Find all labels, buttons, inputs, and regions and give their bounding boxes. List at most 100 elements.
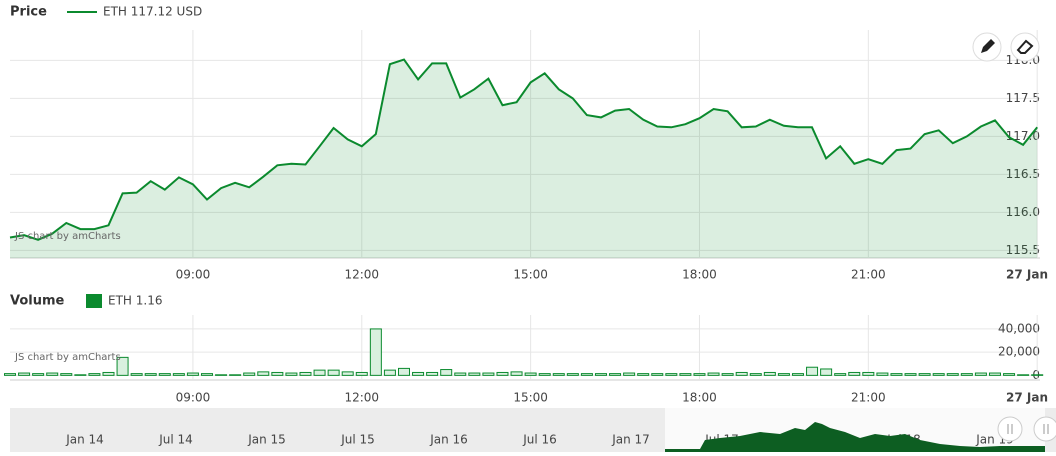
scroll-handle-right[interactable] bbox=[1033, 416, 1056, 442]
volume-bar bbox=[932, 373, 945, 376]
navigator-label: Jan 14 bbox=[65, 433, 104, 447]
volume-bar bbox=[426, 371, 439, 376]
volume-bar bbox=[341, 371, 354, 376]
credits: JS chart by amCharts bbox=[14, 231, 121, 242]
chart-panel: Price ETH 117.12 USD115.5116.0116.5117.01… bbox=[9, 5, 1048, 282]
volume-bar bbox=[693, 373, 706, 376]
volume-bar bbox=[1017, 374, 1030, 376]
navigator-area bbox=[665, 422, 1045, 452]
volume-bar bbox=[791, 373, 804, 376]
legend-label: ETH 117.12 USD bbox=[103, 5, 202, 19]
navigator-label: Jan 17 bbox=[611, 433, 650, 447]
y-tick-label: 116.0 bbox=[1006, 205, 1040, 219]
volume-bar bbox=[834, 373, 847, 376]
area-fill bbox=[10, 59, 1038, 258]
volume-bar bbox=[158, 373, 171, 376]
volume-bar bbox=[243, 372, 256, 376]
volume-bar bbox=[482, 372, 495, 376]
volume-bar bbox=[777, 373, 790, 376]
volume-bar bbox=[369, 328, 382, 376]
y-tick-label: 116.5 bbox=[1006, 167, 1040, 181]
volume-bar bbox=[144, 373, 157, 376]
volume-bar bbox=[890, 373, 903, 376]
volume-bar bbox=[679, 373, 692, 376]
x-tick-label: 27 Jan bbox=[1006, 391, 1048, 405]
x-tick-label: 15:00 bbox=[513, 391, 548, 405]
volume-bar bbox=[200, 373, 213, 376]
volume-bar bbox=[313, 369, 326, 376]
volume-bar bbox=[215, 374, 228, 376]
volume-bar bbox=[285, 372, 298, 376]
volume-bar bbox=[1003, 373, 1016, 376]
chart-title: Volume bbox=[10, 294, 65, 309]
volume-bar bbox=[468, 372, 481, 376]
volume-bar bbox=[862, 371, 875, 376]
x-tick-label: 18:00 bbox=[682, 268, 717, 282]
navigator-label: Jan 16 bbox=[429, 433, 468, 447]
volume-bar bbox=[271, 371, 284, 376]
draw-button[interactable] bbox=[972, 32, 1002, 62]
credits: JS chart by amCharts bbox=[14, 352, 121, 363]
volume-bar bbox=[355, 371, 368, 376]
x-tick-label: 12:00 bbox=[344, 268, 379, 282]
price-line bbox=[9, 58, 1038, 241]
volume-bar bbox=[102, 371, 115, 376]
y-tick-label: 115.5 bbox=[1006, 243, 1040, 257]
x-tick-label: 15:00 bbox=[513, 268, 548, 282]
volume-bar bbox=[806, 366, 819, 376]
volume-bar bbox=[412, 371, 425, 376]
volume-bar bbox=[116, 356, 129, 376]
volume-bar bbox=[904, 373, 917, 376]
volume-bar bbox=[763, 371, 776, 376]
navigator-label: Jul 15 bbox=[340, 433, 375, 447]
legend-marker bbox=[86, 294, 102, 308]
x-tick-label: 09:00 bbox=[176, 268, 211, 282]
volume-bar bbox=[637, 373, 650, 376]
volume-bar bbox=[524, 372, 537, 376]
x-tick-label: 21:00 bbox=[851, 268, 886, 282]
volume-bar bbox=[299, 371, 312, 376]
volume-bar bbox=[566, 373, 579, 376]
volume-bar bbox=[74, 374, 87, 376]
navigator-label: Jul 14 bbox=[158, 433, 193, 447]
volume-bar bbox=[749, 373, 762, 376]
volume-bar bbox=[721, 373, 734, 376]
volume-bar bbox=[186, 372, 199, 376]
volume-bar bbox=[46, 372, 59, 376]
volume-bar bbox=[848, 371, 861, 376]
volume-bar bbox=[172, 373, 185, 376]
x-tick-label: 27 Jan bbox=[1006, 268, 1048, 282]
volume-bar bbox=[594, 373, 607, 376]
navigator-label: Jan 15 bbox=[247, 433, 286, 447]
x-tick-label: 18:00 bbox=[682, 391, 717, 405]
chart-title: Price bbox=[10, 5, 47, 20]
volume-bar bbox=[383, 369, 396, 376]
volume-bar bbox=[60, 373, 73, 376]
x-tick-label: 21:00 bbox=[851, 391, 886, 405]
volume-bar bbox=[876, 372, 889, 376]
erase-button[interactable] bbox=[1010, 32, 1040, 62]
volume-bar bbox=[623, 372, 636, 376]
volume-bar bbox=[88, 373, 101, 376]
volume-bar bbox=[229, 374, 242, 376]
volume-bar bbox=[327, 369, 340, 376]
volume-bar bbox=[1031, 374, 1044, 376]
volume-bar bbox=[454, 372, 467, 376]
volume-bar bbox=[32, 373, 45, 376]
volume-bar bbox=[946, 373, 959, 376]
volume-bar bbox=[988, 372, 1001, 376]
volume-bar bbox=[918, 373, 931, 376]
volume-bar bbox=[18, 372, 31, 376]
legend-label: ETH 1.16 bbox=[108, 294, 162, 308]
volume-bar bbox=[665, 373, 678, 376]
volume-bar bbox=[707, 372, 720, 376]
volume-bar bbox=[130, 373, 143, 376]
volume-bar bbox=[735, 371, 748, 376]
volume-bar bbox=[580, 373, 593, 376]
volume-bar bbox=[538, 373, 551, 376]
navigator-label: Jul 16 bbox=[522, 433, 557, 447]
volume-bar bbox=[510, 371, 523, 376]
scroll-handle-left[interactable] bbox=[997, 416, 1023, 442]
